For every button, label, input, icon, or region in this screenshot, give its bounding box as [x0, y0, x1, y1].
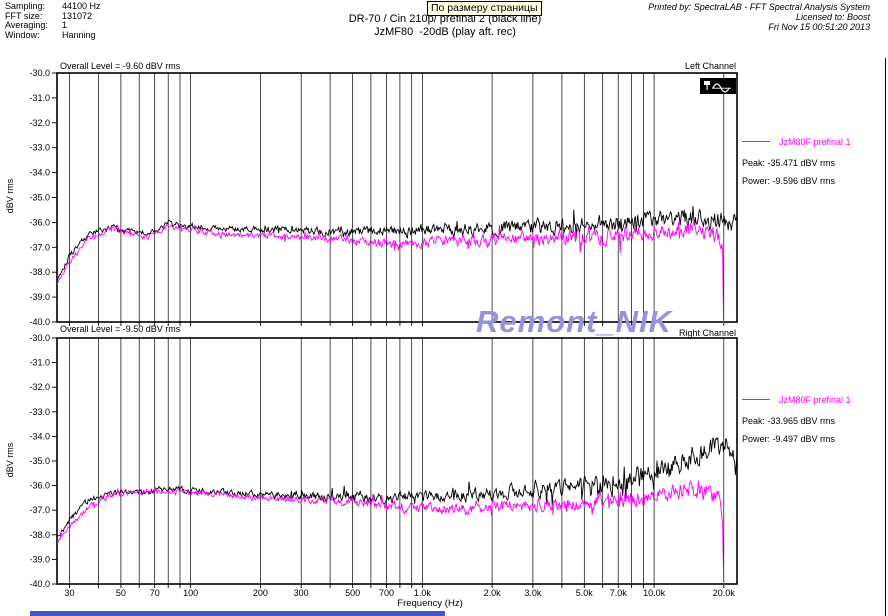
y-tick-label: -39.0 [29, 292, 50, 302]
y-tick-label: -35.0 [29, 193, 50, 203]
y-tick-label: -38.0 [29, 267, 50, 277]
legend-peak-value: Peak: -35.471 dBV rms [742, 158, 836, 168]
x-tick-label: 20.0k [713, 588, 736, 598]
x-tick-label: 300 [294, 588, 309, 598]
plot-border [56, 72, 738, 323]
y-tick-label: -34.0 [29, 168, 50, 178]
x-tick-label: 3.0k [524, 588, 542, 598]
magenta-line-swatch [742, 141, 770, 142]
x-tick-label: 5.0k [576, 588, 594, 598]
y-tick-label: -37.0 [29, 505, 50, 515]
x-axis-title: Frequency (Hz) [397, 598, 463, 609]
y-tick-label: -32.0 [29, 382, 50, 392]
legend-series-row: JzM80F prefinal 1 [742, 137, 888, 147]
averaging-row: Averaging: 1 [5, 20, 101, 31]
legend-series-label: JzM80F prefinal 1 [779, 137, 851, 147]
watermark-text: Remont_NIK [476, 304, 673, 339]
y-tick-label: -37.0 [29, 242, 50, 252]
legend-series-label: JzM80F prefinal 1 [779, 395, 851, 405]
y-tick-label: -35.0 [29, 456, 50, 466]
fft-size-row: FFT size: 131072 [5, 10, 101, 22]
x-tick-label: 2.0k [484, 588, 502, 598]
window-label: Window: [5, 29, 40, 40]
page-right-border [885, 58, 886, 616]
fft-size-label: FFT size: [5, 10, 43, 21]
x-tick-label: 700 [379, 588, 394, 598]
x-tick-label: 500 [345, 588, 360, 598]
x-tick-label: 10.0k [643, 588, 666, 598]
x-tick-label: 30 [64, 588, 74, 598]
plot-border [56, 337, 738, 585]
plot-title-line1: DR-70 / Cin 210p/ prefinal 2 (black line… [348, 13, 542, 25]
overall-level-right: Overall Level = -9.50 dBV rms [60, 324, 181, 334]
y-tick-label: -30.0 [29, 333, 50, 343]
y-tick-label: -30.0 [29, 68, 50, 78]
x-tick-label: 7.0k [610, 588, 628, 598]
y-tick-label: -38.0 [29, 530, 50, 540]
window-row: Window: Hanning [5, 29, 101, 41]
y-tick-label: -40.0 [29, 579, 50, 589]
y-tick-label: -32.0 [29, 118, 50, 128]
magenta-line-swatch [742, 399, 770, 400]
y-tick-label: -39.0 [29, 554, 50, 564]
fft-size-value: 131072 [62, 10, 93, 21]
plot-title-line2: JzMF80 -20dB (play aft. rec) [374, 26, 516, 38]
sampling-value: 44100 Hz [62, 1, 101, 11]
legend-power-value: Power: -9.497 dBV rms [742, 434, 836, 444]
legend-left-channel: JzM80F prefinal 1 Peak: -35.471 dBV rms … [742, 137, 888, 186]
spectrum-trace [56, 206, 738, 282]
y-tick-label: -33.0 [29, 143, 50, 153]
bottom-scroll-highlight-bar[interactable] [30, 611, 445, 616]
legend-right-channel: JzM80F prefinal 1 Peak: -33.965 dBV rms … [742, 395, 888, 444]
window-value: Hanning [62, 29, 96, 40]
legend-peak-value: Peak: -33.965 dBV rms [742, 416, 836, 426]
left-channel-label: Left Channel [684, 61, 736, 71]
print-datetime-text: Fri Nov 15 00:51:20 2013 [768, 22, 870, 32]
legend-series-row: JzM80F prefinal 1 [742, 395, 888, 405]
legend-power-value: Power: -9.596 dBV rms [742, 176, 836, 186]
analysis-settings-block: Sampling: 44100 Hz FFT size: 131072 Averag… [5, 1, 101, 41]
sampling-label: Sampling: [5, 1, 46, 11]
y-tick-label: -40.0 [29, 317, 50, 327]
sampling-row: Sampling: 44100 Hz [5, 1, 101, 12]
averaging-value: 1 [62, 20, 68, 30]
x-tick-label: 50 [116, 588, 126, 598]
y-tick-label: -31.0 [29, 358, 50, 368]
fit-to-page-tooltip: По размеру страницы [427, 1, 542, 16]
print-info-block: Printed by: SpectraLAB - FFT Spectral An… [648, 2, 870, 32]
y-tick-label: -31.0 [29, 93, 50, 103]
printed-by-text: Printed by: SpectraLAB - FFT Spectral An… [648, 2, 870, 12]
y-tick-label: -36.0 [29, 217, 50, 227]
y-tick-label: -34.0 [29, 431, 50, 441]
licensed-to-text: Licensed to: Boost [795, 12, 870, 22]
y-tick-label: -36.0 [29, 481, 50, 491]
right-channel-label: Right Channel [678, 328, 736, 338]
averaging-label: Averaging: [5, 20, 48, 30]
x-tick-label: 70 [150, 588, 160, 598]
overall-level-left: Overall Level = -9.60 dBV rms [60, 61, 181, 71]
y-tick-label: -33.0 [29, 407, 50, 417]
x-tick-label: 100 [183, 588, 198, 598]
spectrum-trace [56, 436, 738, 537]
spectrum-trace [56, 480, 725, 585]
pin-and-sine-wave-icon [700, 78, 736, 94]
spectrum-trace [56, 219, 724, 323]
x-tick-label: 200 [253, 588, 268, 598]
x-tick-label: 1.0k [414, 588, 432, 598]
